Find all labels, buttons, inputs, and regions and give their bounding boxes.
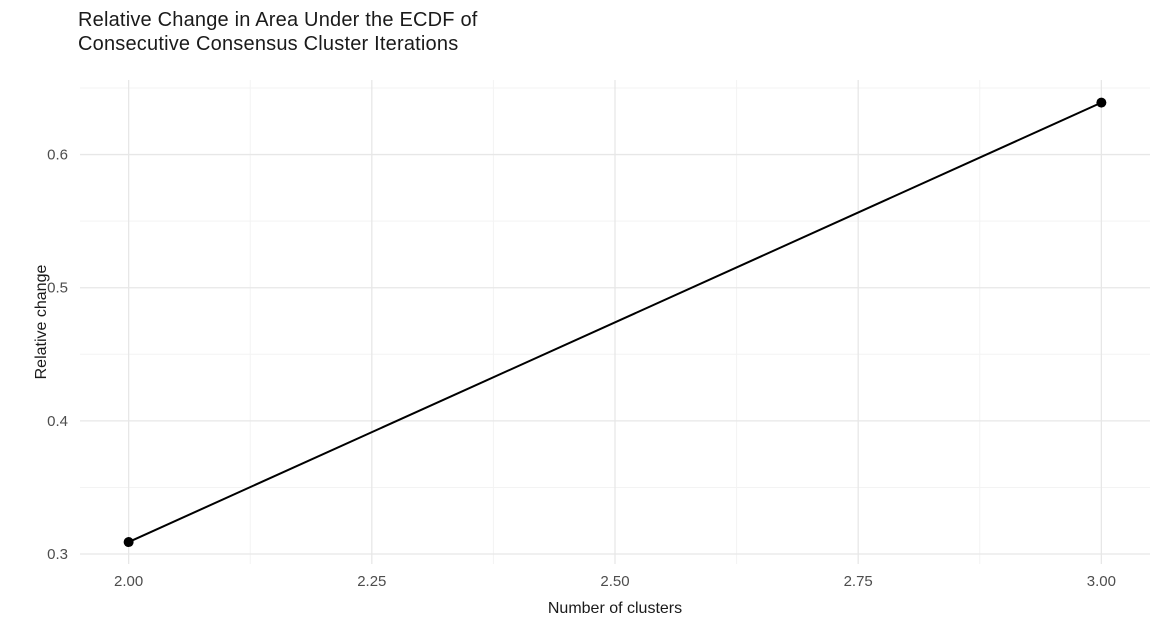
data-point	[123, 537, 134, 548]
x-tick-label: 2.50	[600, 573, 629, 590]
y-tick-label: 0.5	[47, 280, 68, 297]
chart-title-line-1: Relative Change in Area Under the ECDF o…	[78, 9, 478, 31]
y-tick-label: 0.6	[47, 147, 68, 164]
y-tick-label: 0.3	[47, 546, 68, 563]
y-tick-label: 0.4	[47, 413, 68, 430]
data-point	[1096, 97, 1107, 108]
x-tick-label: 2.75	[844, 573, 873, 590]
x-tick-label: 2.00	[114, 573, 143, 590]
chart-title: Relative Change in Area Under the ECDF o…	[78, 8, 478, 56]
x-tick-label: 3.00	[1087, 573, 1116, 590]
x-tick-label: 2.25	[357, 573, 386, 590]
series-line	[128, 101, 1102, 543]
chart-title-line-2: Consecutive Consensus Cluster Iterations	[78, 33, 459, 55]
x-axis-title: Number of clusters	[548, 600, 682, 617]
y-axis-title: Relative change	[33, 265, 50, 380]
